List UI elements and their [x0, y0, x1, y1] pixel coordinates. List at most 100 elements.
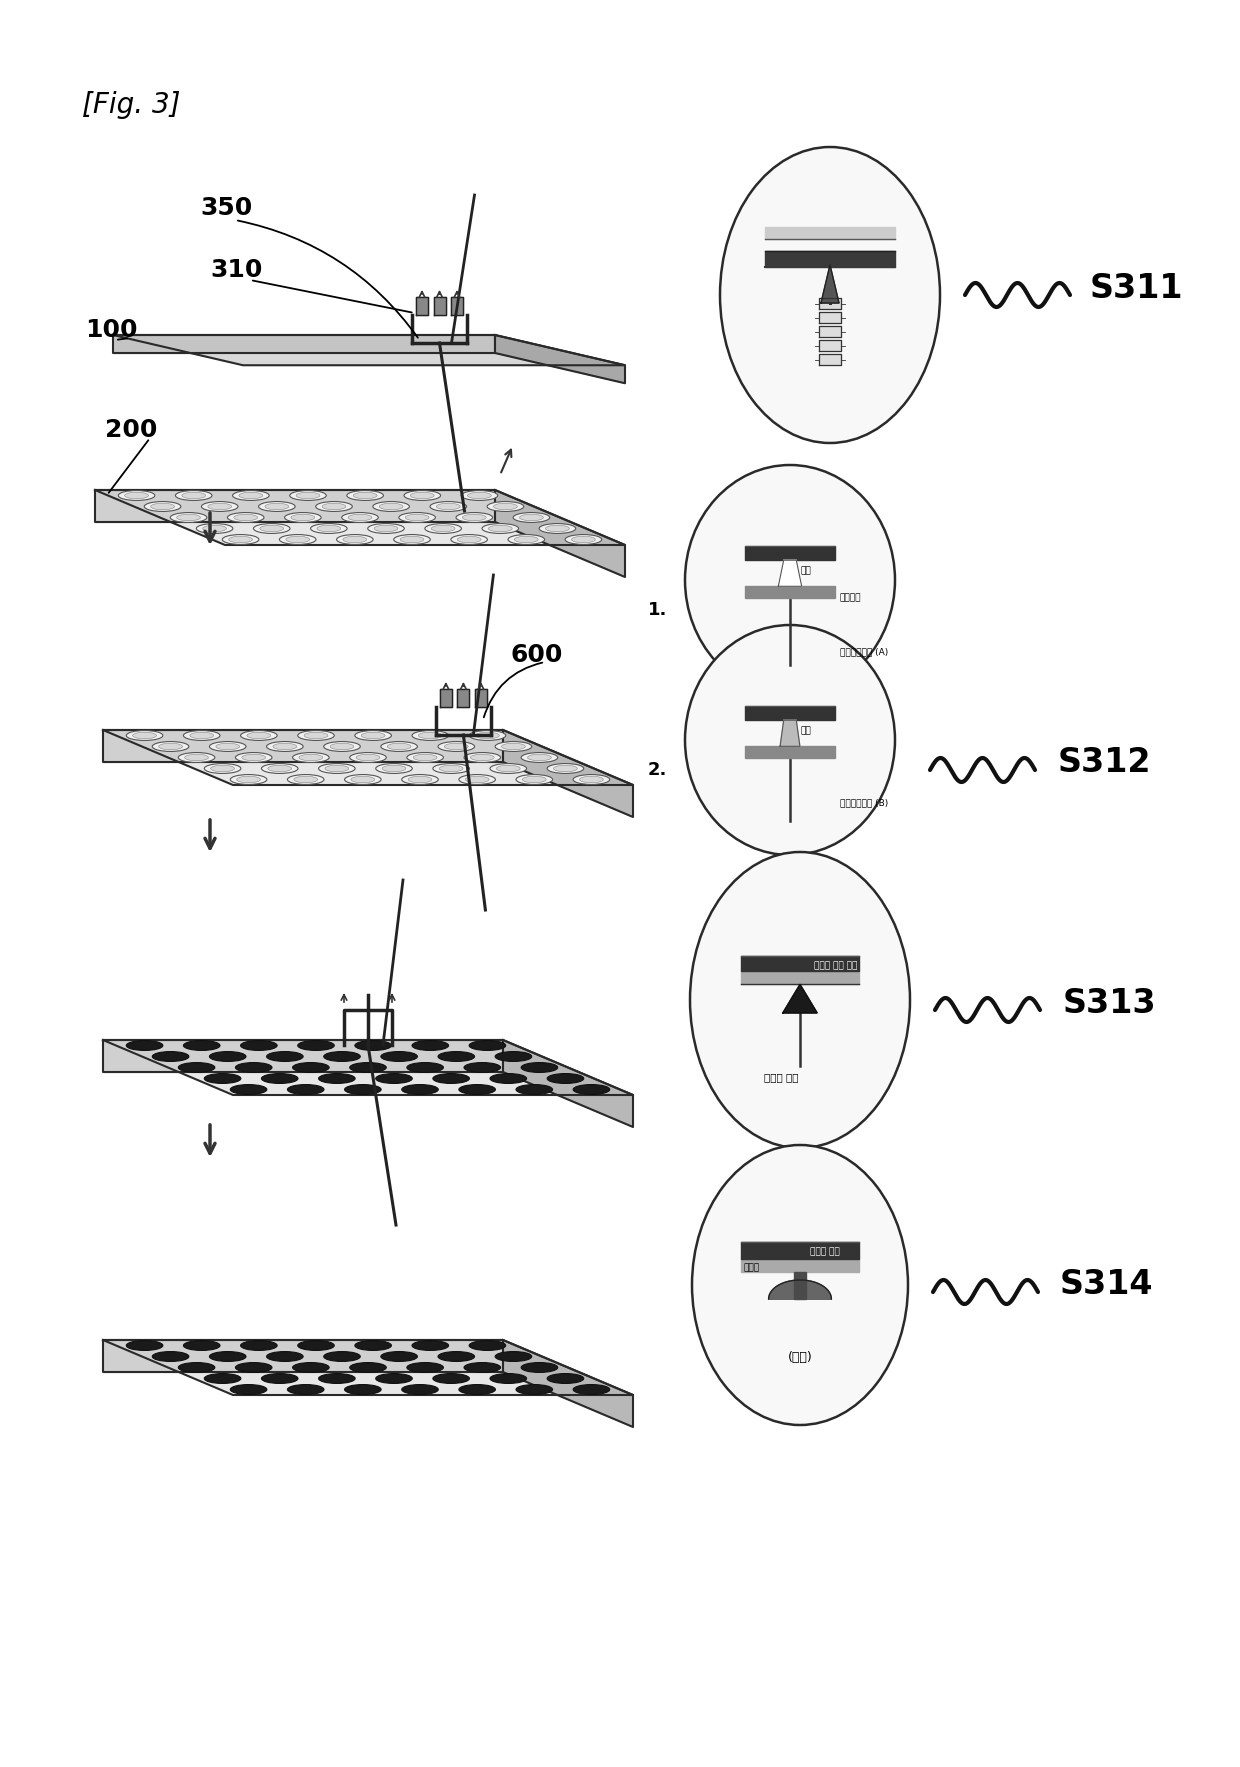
Polygon shape [503, 1041, 632, 1127]
Ellipse shape [317, 525, 341, 532]
Ellipse shape [404, 491, 440, 500]
Ellipse shape [527, 755, 552, 762]
Ellipse shape [520, 514, 543, 521]
Ellipse shape [228, 535, 253, 542]
Ellipse shape [376, 1074, 412, 1083]
Text: 1.: 1. [647, 601, 667, 618]
Ellipse shape [467, 493, 491, 498]
Ellipse shape [373, 502, 409, 511]
Polygon shape [103, 730, 632, 785]
Ellipse shape [418, 732, 443, 739]
Ellipse shape [356, 755, 379, 762]
Polygon shape [745, 705, 835, 721]
Ellipse shape [144, 502, 181, 511]
Ellipse shape [184, 1341, 219, 1350]
Ellipse shape [522, 776, 546, 783]
Polygon shape [458, 689, 470, 707]
Text: 잔류: 잔류 [801, 726, 811, 735]
Ellipse shape [170, 512, 207, 523]
Polygon shape [103, 1041, 503, 1073]
Ellipse shape [464, 1362, 501, 1373]
Ellipse shape [407, 1062, 444, 1073]
Ellipse shape [184, 1041, 219, 1050]
Polygon shape [434, 297, 445, 315]
Ellipse shape [439, 765, 463, 772]
Text: 전도성폴리머 (B): 전도성폴리머 (B) [839, 799, 888, 808]
Ellipse shape [579, 776, 604, 783]
Ellipse shape [381, 742, 418, 751]
Polygon shape [103, 1041, 632, 1096]
Polygon shape [818, 299, 841, 309]
Ellipse shape [348, 514, 372, 521]
Ellipse shape [521, 1362, 558, 1373]
Text: S311: S311 [1090, 272, 1183, 304]
Ellipse shape [374, 525, 398, 532]
Ellipse shape [573, 1385, 610, 1394]
Polygon shape [742, 972, 859, 984]
Ellipse shape [273, 744, 296, 749]
Ellipse shape [573, 774, 610, 785]
Text: 고분자 재료: 고분자 재료 [810, 1248, 839, 1256]
Polygon shape [495, 489, 625, 578]
Text: [Fig. 3]: [Fig. 3] [82, 90, 181, 118]
Ellipse shape [325, 765, 348, 772]
Ellipse shape [267, 1051, 303, 1062]
Ellipse shape [288, 774, 324, 785]
Ellipse shape [286, 535, 310, 542]
Ellipse shape [407, 753, 444, 762]
Ellipse shape [432, 525, 455, 532]
Ellipse shape [438, 1352, 475, 1361]
Ellipse shape [125, 493, 149, 498]
Ellipse shape [376, 763, 412, 774]
Ellipse shape [202, 525, 227, 532]
Ellipse shape [118, 491, 155, 500]
Ellipse shape [241, 1341, 278, 1350]
Ellipse shape [405, 514, 429, 521]
Ellipse shape [436, 504, 460, 509]
Ellipse shape [233, 491, 269, 500]
Ellipse shape [190, 732, 213, 739]
Ellipse shape [461, 491, 497, 500]
Ellipse shape [153, 1352, 188, 1361]
Ellipse shape [294, 776, 317, 783]
Ellipse shape [515, 535, 538, 542]
Polygon shape [779, 747, 802, 758]
Ellipse shape [482, 523, 518, 534]
Ellipse shape [262, 1074, 298, 1083]
Ellipse shape [382, 765, 405, 772]
Polygon shape [503, 730, 632, 816]
Polygon shape [818, 353, 841, 366]
Ellipse shape [689, 852, 910, 1149]
Polygon shape [95, 489, 495, 521]
Ellipse shape [253, 523, 290, 534]
Ellipse shape [469, 1341, 506, 1350]
Ellipse shape [458, 535, 481, 542]
Ellipse shape [410, 493, 434, 498]
Text: 전극재료: 전극재료 [839, 594, 861, 603]
Ellipse shape [236, 753, 272, 762]
Ellipse shape [342, 512, 378, 523]
Text: 100: 100 [86, 318, 138, 343]
Ellipse shape [185, 755, 208, 762]
Ellipse shape [304, 732, 327, 739]
Polygon shape [745, 546, 835, 560]
Ellipse shape [495, 1051, 532, 1062]
Ellipse shape [330, 744, 353, 749]
Polygon shape [795, 1272, 806, 1299]
Text: 2.: 2. [647, 762, 667, 779]
Polygon shape [818, 325, 841, 337]
Ellipse shape [241, 730, 278, 740]
Ellipse shape [324, 1352, 361, 1361]
Ellipse shape [413, 755, 436, 762]
Ellipse shape [399, 512, 435, 523]
Polygon shape [113, 336, 625, 366]
Ellipse shape [438, 742, 475, 751]
Polygon shape [503, 1339, 632, 1428]
Ellipse shape [425, 523, 461, 534]
Ellipse shape [231, 774, 267, 785]
Ellipse shape [179, 1362, 215, 1373]
Ellipse shape [495, 742, 532, 751]
Ellipse shape [547, 763, 584, 774]
Ellipse shape [210, 742, 246, 751]
Ellipse shape [227, 512, 264, 523]
